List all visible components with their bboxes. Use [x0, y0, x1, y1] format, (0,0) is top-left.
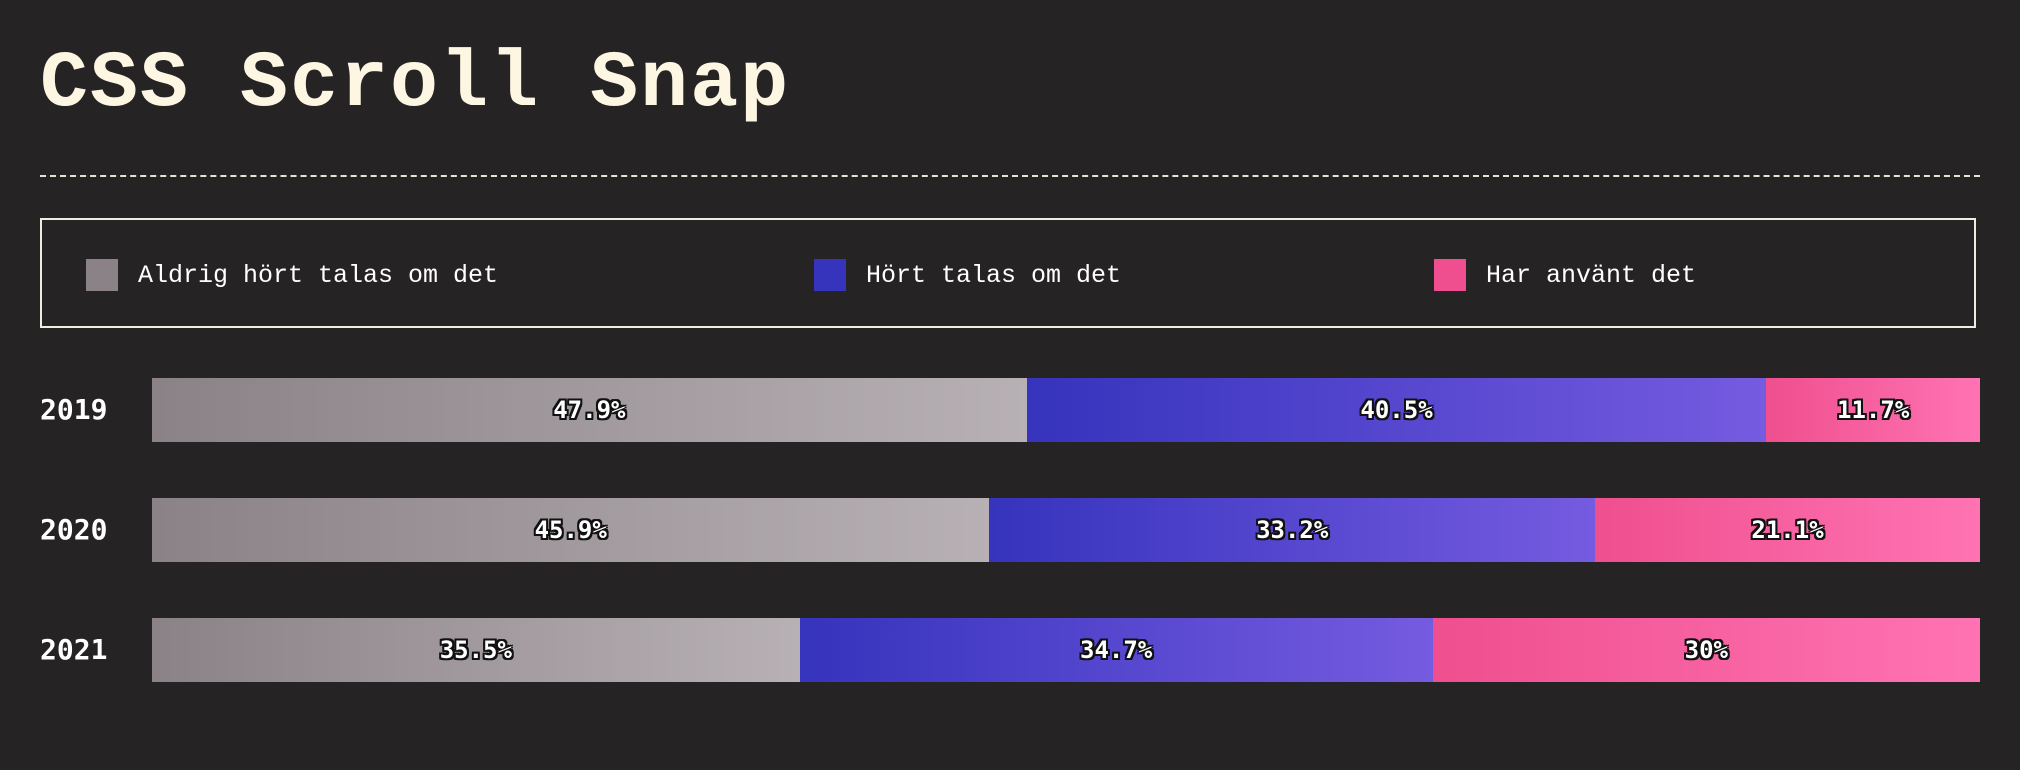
legend-item-never: Aldrig hört talas om det	[86, 259, 498, 291]
legend-swatch-used	[1434, 259, 1466, 291]
legend-item-used: Har använt det	[1434, 259, 1696, 291]
data-label-2020-heard: 33.2%	[1256, 516, 1329, 544]
row-label-2019: 2019	[40, 393, 108, 426]
bar-segment-2019-never: 47.9%	[152, 378, 1027, 442]
bar-segment-2021-used: 30%	[1432, 618, 1980, 682]
chart-title: CSS Scroll Snap	[40, 39, 791, 130]
legend-label-never: Aldrig hört talas om det	[138, 260, 499, 290]
legend-label-heard: Hört talas om det	[866, 260, 1122, 290]
bar-segment-2020-never: 45.9%	[152, 498, 990, 562]
data-label-2021-used: 30%	[1684, 636, 1729, 664]
data-label-2019-heard: 40.5%	[1360, 396, 1433, 424]
data-label-2020-used: 21.1%	[1751, 516, 1824, 544]
data-label-2021-heard: 34.7%	[1080, 636, 1153, 664]
legend-item-heard: Hört talas om det	[814, 259, 1121, 291]
legend-swatch-heard	[814, 259, 846, 291]
title-divider	[40, 175, 1980, 177]
bar-segment-2021-heard: 34.7%	[799, 618, 1433, 682]
bar-segment-2019-heard: 40.5%	[1026, 378, 1767, 442]
legend-label-used: Har använt det	[1486, 260, 1697, 290]
legend-swatch-never	[86, 259, 118, 291]
bar-segment-2019-used: 11.7%	[1766, 378, 1980, 442]
legend: Aldrig hört talas om det Hört talas om d…	[40, 218, 1976, 328]
data-label-2020-never: 45.9%	[534, 516, 607, 544]
row-label-2020: 2020	[40, 513, 108, 546]
bar-segment-2020-used: 21.1%	[1595, 498, 1980, 562]
data-label-2021-never: 35.5%	[439, 636, 512, 664]
bar-2020: 45.9% 33.2% 21.1%	[152, 498, 1980, 562]
row-label-2021: 2021	[40, 633, 108, 666]
bar-segment-2020-heard: 33.2%	[989, 498, 1596, 562]
bar-2019: 47.9% 40.5% 11.7%	[152, 378, 1980, 442]
bar-segment-2021-never: 35.5%	[152, 618, 800, 682]
data-label-2019-never: 47.9%	[553, 396, 626, 424]
bar-2021: 35.5% 34.7% 30%	[152, 618, 1980, 682]
data-label-2019-used: 11.7%	[1837, 396, 1910, 424]
